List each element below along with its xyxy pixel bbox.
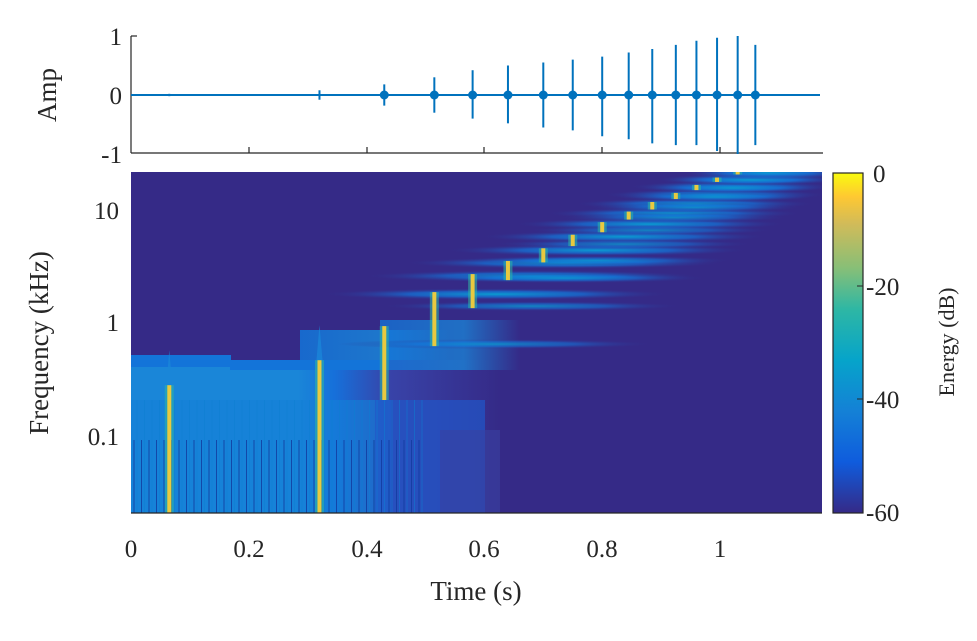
spectrogram-image xyxy=(131,172,822,513)
xtick-0-4: 0.4 xyxy=(351,536,383,563)
cbar-tick-minus60: -60 xyxy=(866,500,899,527)
cbar-label: Energy (dB) xyxy=(934,288,959,397)
waveform-panel: 1 0 -1 Amp xyxy=(32,24,823,169)
xtick-0-8: 0.8 xyxy=(586,536,617,563)
colorbar: 0 -20 -40 -60 Energy (dB) xyxy=(832,161,959,527)
time-xlabel: Time (s) xyxy=(430,576,521,606)
freq-ytick-10: 10 xyxy=(94,198,119,225)
spectrogram-panel: 10 1 0.1 Frequency (kHz) 0 0.2 0.4 0.6 0… xyxy=(24,172,822,606)
spectrogram-peaks xyxy=(164,172,743,513)
amp-x-ticks xyxy=(248,147,721,153)
colorbar-gradient xyxy=(832,172,864,514)
amp-ytick-0: 0 xyxy=(110,83,123,110)
spectrogram-harmonic-streaks xyxy=(319,172,822,350)
cbar-tick-0: 0 xyxy=(873,161,886,188)
freq-ylabel: Frequency (kHz) xyxy=(24,251,54,435)
xtick-0-6: 0.6 xyxy=(468,536,499,563)
spectrogram-stripes xyxy=(133,400,423,513)
amp-ylabel: Amp xyxy=(32,68,62,122)
cbar-tick-minus20: -20 xyxy=(866,274,899,301)
xtick-0: 0 xyxy=(125,536,138,563)
freq-ytick-0-1: 0.1 xyxy=(88,424,119,451)
cbar-tick-minus40: -40 xyxy=(866,387,899,414)
amp-pulses xyxy=(168,36,760,154)
freq-ytick-1: 1 xyxy=(107,310,120,337)
amp-ytick-minus1: -1 xyxy=(101,142,122,169)
xtick-0-2: 0.2 xyxy=(233,536,264,563)
amp-ytick-1: 1 xyxy=(110,24,123,51)
xtick-1: 1 xyxy=(714,536,727,563)
